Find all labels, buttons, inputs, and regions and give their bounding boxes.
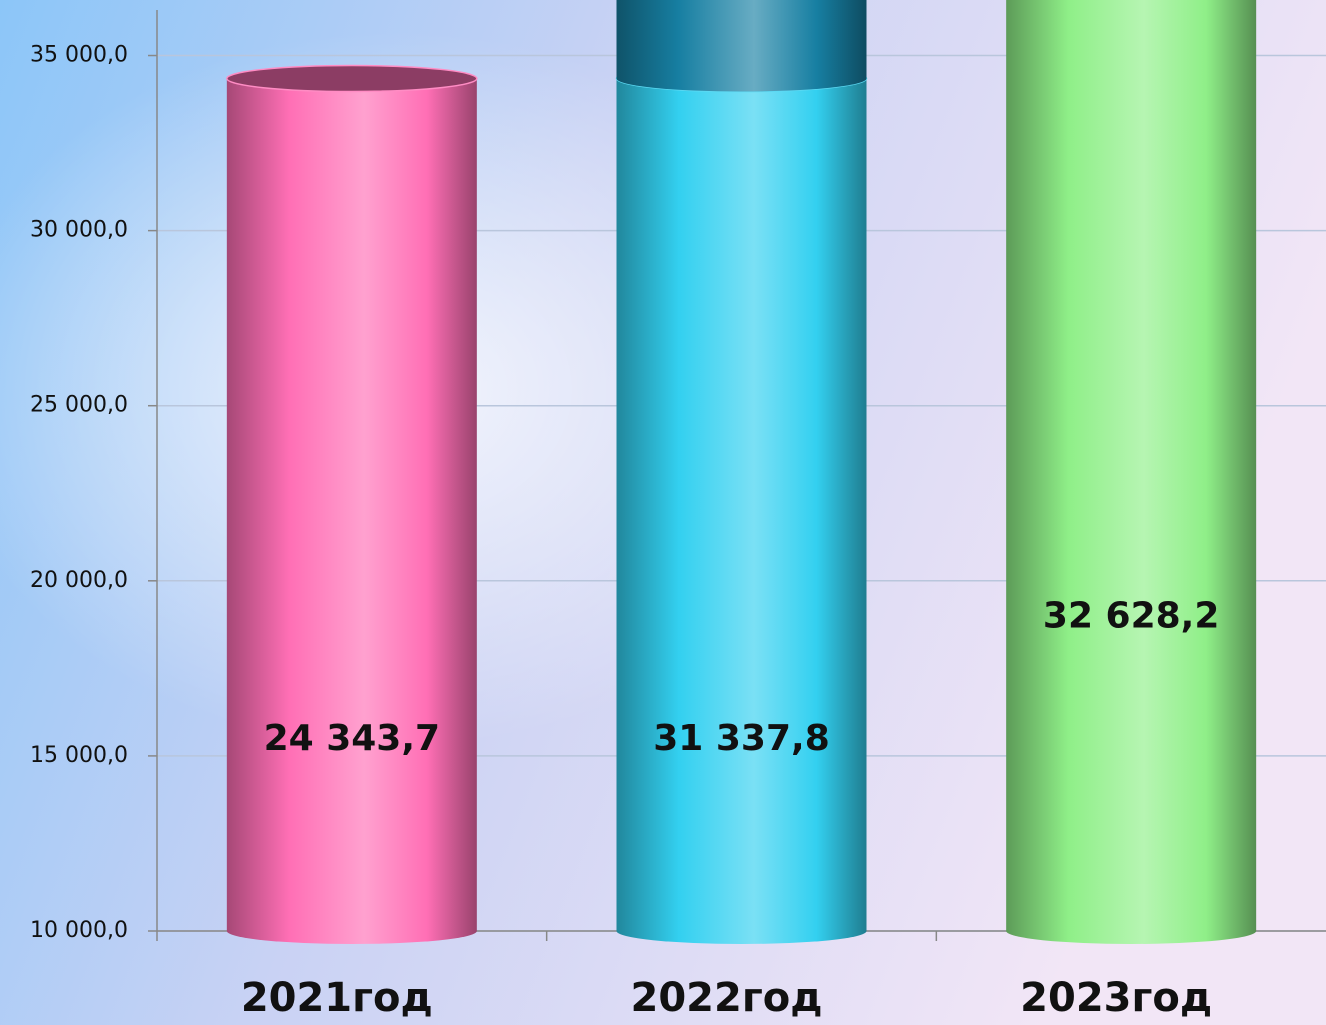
cylinder-body bbox=[226, 78, 477, 944]
y-tick-label: 15 000,0 bbox=[30, 743, 128, 768]
x-tick-label: 2023год bbox=[1020, 975, 1212, 1021]
x-tick-label: 2021год bbox=[241, 975, 433, 1021]
cylinder-segment bbox=[615, 64, 868, 944]
total-label: 24 343,7 bbox=[264, 718, 441, 759]
cylinder-body bbox=[616, 0, 867, 92]
cylinder-top bbox=[226, 64, 478, 93]
cylinder-body bbox=[616, 78, 867, 944]
cylinder-segment bbox=[1006, 0, 1257, 944]
total-label: 32 628,2 bbox=[1043, 595, 1220, 636]
cylinder-segment bbox=[616, 0, 867, 92]
total-label: 31 337,8 bbox=[653, 718, 830, 759]
cylinder-segment bbox=[226, 64, 478, 944]
y-tick-label: 35 000,0 bbox=[30, 43, 128, 68]
y-tick-label: 25 000,0 bbox=[30, 393, 128, 418]
y-tick-label: 10 000,0 bbox=[30, 918, 128, 943]
y-tick-label: 30 000,0 bbox=[30, 218, 128, 243]
cylinder-body bbox=[1006, 0, 1257, 944]
x-tick-label: 2022год bbox=[630, 975, 822, 1021]
y-tick-label: 20 000,0 bbox=[30, 568, 128, 593]
